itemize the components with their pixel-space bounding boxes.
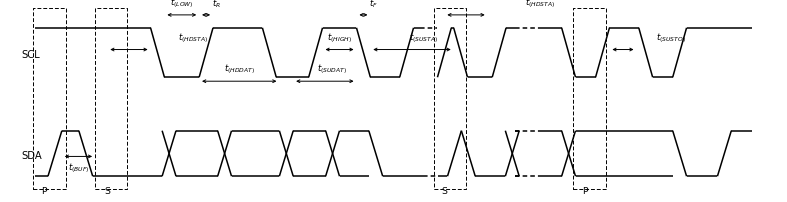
Text: $t_{(HDSTA)}$: $t_{(HDSTA)}$ [178,31,208,45]
Text: $t_{(LOW)}$: $t_{(LOW)}$ [170,0,194,10]
Text: SDA: SDA [22,152,42,161]
Text: $t_R$: $t_R$ [212,0,220,10]
Text: $t_{(SUSTA)}$: $t_{(SUSTA)}$ [409,31,438,45]
Text: P: P [41,187,47,196]
Text: $t_{(HDDAT)}$: $t_{(HDDAT)}$ [224,62,255,76]
Text: $t_F$: $t_F$ [369,0,378,10]
Text: SCL: SCL [22,50,40,60]
Text: S: S [105,187,110,196]
Text: P: P [582,187,588,196]
Text: S: S [442,187,447,196]
Text: $t_{(BUF)}$: $t_{(BUF)}$ [68,161,89,175]
Text: $t_{(HIGH)}$: $t_{(HIGH)}$ [327,31,352,45]
Text: $t_{(HDSTA)}$: $t_{(HDSTA)}$ [525,0,555,10]
Text: $t_{(SUSTO)}$: $t_{(SUSTO)}$ [656,31,685,45]
Text: $t_{(SUDAT)}$: $t_{(SUDAT)}$ [316,62,347,76]
